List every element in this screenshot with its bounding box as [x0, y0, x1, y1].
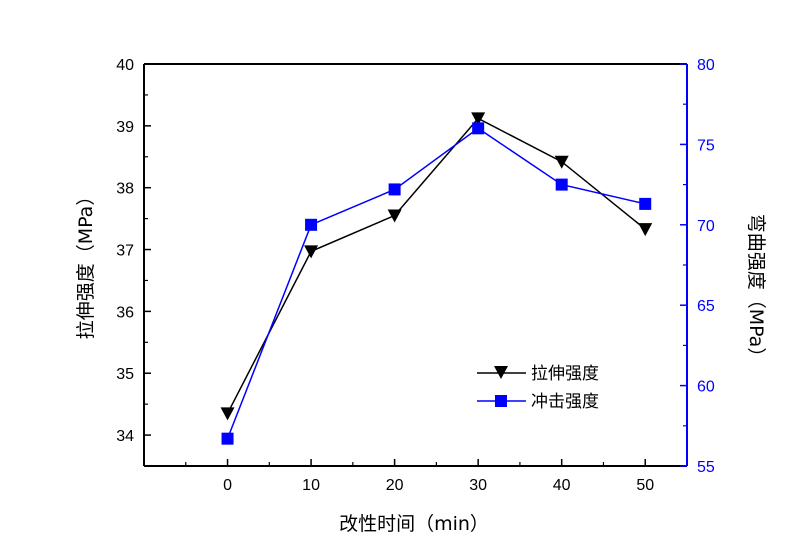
y-right-tick-label: 55	[697, 459, 715, 476]
series-1-point	[388, 183, 401, 196]
y-left-tick-label: 36	[116, 304, 134, 321]
series-line-1	[226, 127, 646, 439]
legend-marker-tensile	[494, 366, 508, 379]
y-axis-right: 55 60 65 70 75 80	[680, 57, 715, 476]
y-axis-left: 34 35 36 37 38 39 40	[116, 57, 151, 445]
series-1-point	[305, 218, 318, 231]
legend-item-impact: 冲击强度	[477, 392, 599, 412]
x-tick-label: 0	[223, 477, 232, 494]
y-right-tick-label: 75	[697, 137, 715, 154]
series-0-point	[554, 155, 569, 169]
series-1-point	[472, 122, 485, 135]
legend: 拉伸强度 冲击强度	[477, 364, 599, 412]
y-right-tick-label: 65	[697, 298, 715, 315]
legend-item-tensile: 拉伸强度	[477, 364, 599, 384]
x-tick-label: 40	[553, 477, 571, 494]
legend-label-tensile: 拉伸强度	[531, 364, 599, 384]
y-left-tick-label: 38	[116, 181, 134, 198]
x-tick-label: 50	[636, 477, 654, 494]
x-axis-title: 改性时间（min）	[339, 513, 489, 535]
series-0-point	[220, 407, 235, 421]
x-tick-label: 10	[302, 477, 320, 494]
series-1-point	[221, 432, 234, 445]
x-axis: 0 10 20 30 40 50	[185, 459, 654, 494]
y-right-tick-label: 70	[697, 218, 715, 235]
series-1-point	[555, 178, 568, 191]
series-0-point	[387, 209, 402, 223]
y-axis-left-title: 拉伸强度（MPa）	[75, 187, 97, 340]
y-right-tick-label: 60	[697, 379, 715, 396]
series-0-point	[471, 112, 486, 126]
x-tick-label: 30	[469, 477, 487, 494]
y-right-tick-label: 80	[697, 57, 715, 74]
y-left-tick-label: 37	[116, 243, 134, 260]
x-tick-label: 20	[386, 477, 404, 494]
series-1-point	[639, 197, 652, 210]
y-left-tick-label: 34	[116, 428, 134, 445]
series-0-point	[638, 223, 653, 237]
series-layer	[220, 112, 653, 445]
y-left-tick-label: 40	[116, 57, 134, 74]
y-axis-right-title: 弯曲强度（MPa）	[745, 214, 767, 367]
series-line-0	[226, 117, 646, 414]
legend-label-impact: 冲击强度	[531, 392, 599, 412]
series-0-point	[304, 245, 319, 259]
y-left-tick-label: 39	[116, 119, 134, 136]
y-left-tick-label: 35	[116, 366, 134, 383]
plot-area	[143, 63, 688, 467]
legend-marker-impact	[495, 395, 507, 407]
